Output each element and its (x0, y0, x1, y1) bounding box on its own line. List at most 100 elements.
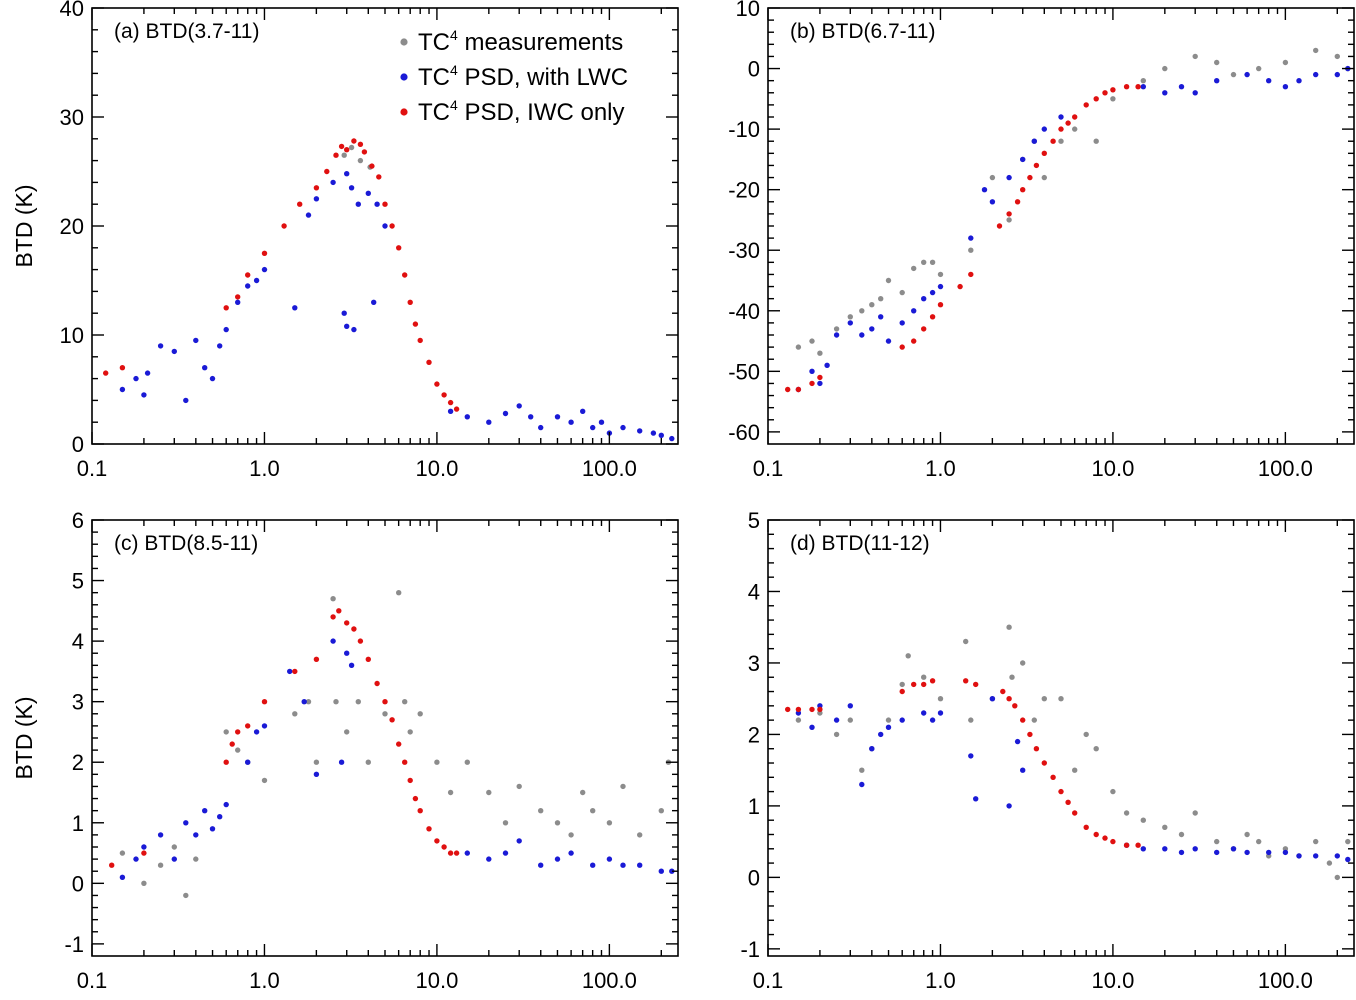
data-point-iwc_only (1006, 211, 1012, 217)
data-point-with_lwc (1282, 849, 1289, 856)
data-point-with_lwc (183, 397, 189, 404)
data-point-iwc_only (426, 359, 432, 365)
data-point-with_lwc (261, 266, 268, 273)
data-point-iwc_only (1058, 126, 1064, 132)
x-tick-label: 100.0 (582, 968, 637, 993)
data-point-with_lwc (580, 408, 586, 414)
data-point-iwc_only (929, 314, 936, 320)
data-point-iwc_only (382, 699, 388, 705)
data-point-iwc_only (447, 850, 454, 856)
data-point-measurements (795, 344, 802, 350)
data-point-with_lwc (1140, 846, 1147, 852)
data-point-iwc_only (402, 272, 408, 278)
data-point-iwc_only (973, 681, 979, 688)
data-point-with_lwc (1178, 84, 1185, 90)
data-point-measurements (921, 259, 927, 265)
data-point-iwc_only (396, 245, 402, 251)
data-point-with_lwc (209, 826, 216, 832)
y-tick-label: 4 (748, 579, 760, 604)
data-point-with_lwc (899, 717, 905, 723)
data-point-measurements (885, 717, 892, 723)
y-tick-label: 2 (72, 750, 84, 775)
data-point-with_lwc (330, 638, 336, 644)
data-point-iwc_only (402, 759, 408, 765)
data-point-iwc_only (292, 668, 298, 675)
data-point-measurements (183, 892, 189, 899)
data-point-with_lwc (1031, 138, 1038, 144)
data-point-iwc_only (1041, 760, 1048, 766)
data-point-measurements (1093, 746, 1099, 752)
x-tick-label: 1.0 (249, 456, 280, 481)
data-point-with_lwc (981, 187, 988, 193)
y-tick-label: 3 (72, 690, 84, 715)
data-point-measurements (1192, 810, 1198, 816)
data-point-with_lwc (313, 196, 320, 202)
data-point-iwc_only (324, 168, 330, 175)
data-point-measurements (1282, 59, 1289, 66)
data-point-measurements (235, 747, 241, 753)
data-point-iwc_only (245, 723, 251, 729)
data-point-with_lwc (538, 862, 544, 868)
panel-0: 0.1 1.0 10.0 100.0 0 10 20 30 40 (a) BTD(3.7-11) B… (11, 0, 679, 481)
points-group (103, 138, 675, 442)
data-point-measurements (606, 820, 613, 826)
data-point-measurements (1334, 53, 1341, 60)
data-point-measurements (795, 717, 802, 723)
data-point-iwc_only (434, 381, 440, 387)
data-point-measurements (899, 681, 905, 688)
data-point-with_lwc (223, 801, 229, 808)
y-tick-label: 1 (72, 811, 84, 836)
data-point-with_lwc (929, 717, 936, 723)
data-point-with_lwc (1244, 849, 1250, 856)
data-point-measurements (1162, 824, 1168, 830)
data-point-iwc_only (785, 386, 791, 393)
data-point-with_lwc (171, 348, 177, 355)
data-point-iwc_only (817, 374, 823, 381)
data-point-with_lwc (141, 844, 147, 850)
data-point-iwc_only (235, 729, 241, 735)
data-point-with_lwc (1313, 71, 1319, 78)
data-point-measurements (899, 289, 905, 296)
data-point-iwc_only (412, 321, 419, 327)
data-point-iwc_only (261, 699, 268, 705)
data-point-with_lwc (878, 731, 884, 738)
data-point-iwc_only (434, 838, 440, 844)
y-tick-label: -50 (728, 359, 760, 384)
data-point-iwc_only (103, 370, 109, 376)
data-point-with_lwc (183, 820, 189, 826)
data-point-iwc_only (1027, 731, 1033, 738)
data-point-iwc_only (1083, 102, 1089, 108)
data-point-with_lwc (606, 856, 613, 862)
data-point-with_lwc (341, 310, 347, 316)
data-point-with_lwc (133, 856, 139, 862)
data-point-measurements (1326, 860, 1333, 866)
data-point-with_lwc (144, 370, 151, 376)
data-point-iwc_only (313, 185, 320, 191)
data-point-with_lwc (1230, 846, 1237, 852)
data-point-with_lwc (1041, 126, 1048, 132)
data-point-measurements (1041, 696, 1048, 702)
data-point-iwc_only (245, 272, 251, 278)
data-point-with_lwc (859, 781, 865, 788)
data-point-measurements (1140, 817, 1147, 823)
data-point-with_lwc (1006, 174, 1012, 181)
data-point-with_lwc (292, 305, 298, 311)
x-tick-label: 100.0 (582, 456, 637, 481)
data-point-with_lwc (486, 419, 492, 425)
data-point-iwc_only (1027, 174, 1033, 181)
data-point-iwc_only (407, 777, 413, 784)
y-axis-title: BTD (K) (11, 184, 37, 267)
data-point-with_lwc (351, 326, 357, 333)
data-point-iwc_only (921, 681, 927, 688)
data-point-measurements (1256, 65, 1262, 72)
data-point-iwc_only (957, 283, 963, 290)
legend-prefix: TC (418, 99, 450, 126)
data-point-with_lwc (217, 343, 223, 349)
data-point-measurements (911, 265, 917, 272)
data-point-with_lwc (253, 729, 260, 735)
data-point-iwc_only (453, 850, 460, 856)
legend-entry-text: TC4 PSD, IWC only (418, 97, 625, 126)
data-point-with_lwc (869, 326, 875, 332)
data-point-with_lwc (1244, 71, 1250, 78)
data-point-with_lwc (590, 862, 596, 868)
